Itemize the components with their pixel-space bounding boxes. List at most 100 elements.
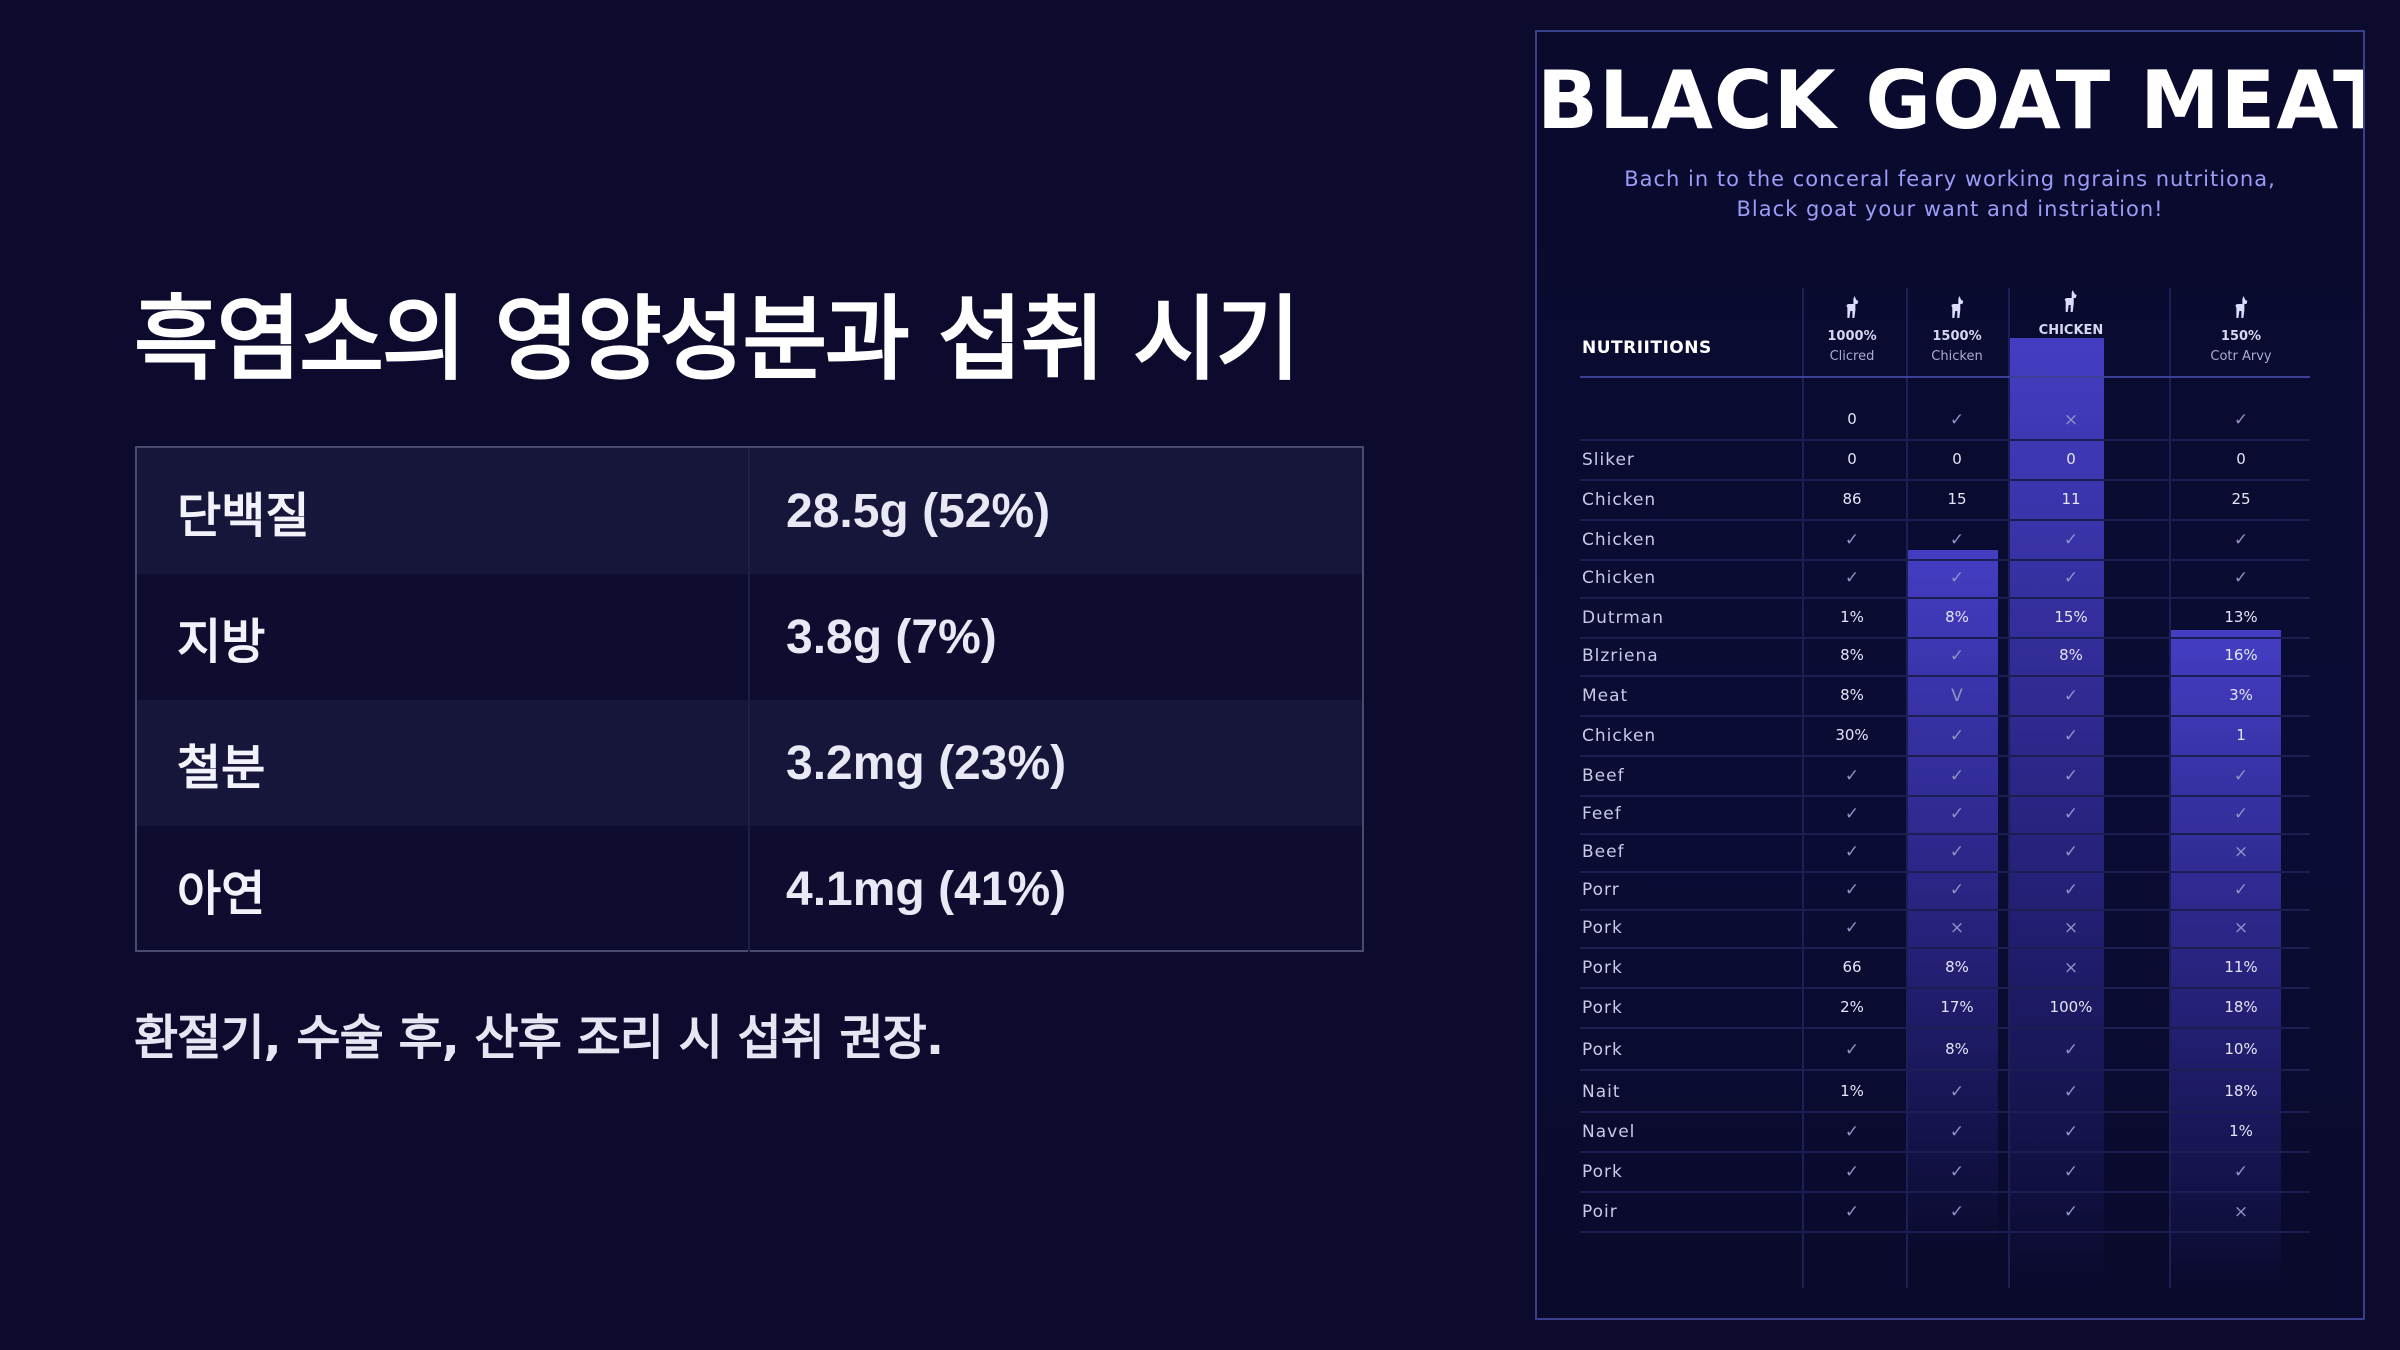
table-cell: × xyxy=(1949,918,1965,938)
column-header: 1000% Clicred xyxy=(1827,296,1877,367)
row-divider xyxy=(1580,833,2310,835)
table-cell: 25 xyxy=(2231,490,2251,508)
nutrient-value: 3.2mg (23%) xyxy=(786,736,1067,790)
nutrient-value: 4.1mg (41%) xyxy=(786,862,1067,916)
table-cell: ✓ xyxy=(2063,686,2079,706)
table-cell: 8% xyxy=(1945,608,1969,626)
table-cell: ✓ xyxy=(1949,530,1965,550)
table-cell: 11% xyxy=(2224,958,2258,976)
table-cell: 16% xyxy=(2224,646,2258,664)
column-header-top: 150% xyxy=(2220,329,2262,344)
table-cell: ✓ xyxy=(1949,568,1965,588)
table-cell: ✓ xyxy=(1844,1162,1860,1182)
column-header-top: CHICKEN xyxy=(2038,323,2104,338)
row-label: Chicken xyxy=(1582,490,1657,510)
table-cell: × xyxy=(2063,958,2079,978)
row-label: Chicken xyxy=(1582,568,1657,588)
table-cell: 100% xyxy=(2049,998,2093,1016)
table-cell: 0 xyxy=(1847,410,1857,428)
table-cell: ✓ xyxy=(1844,530,1860,550)
poster-title: BLACK GOAT MEAT xyxy=(1537,54,2365,147)
table-cell: × xyxy=(2233,842,2249,862)
nutrient-value: 28.5g (52%) xyxy=(786,484,1051,538)
column-divider xyxy=(1802,288,1804,1288)
table-cell: 17% xyxy=(1940,998,1974,1016)
row-label: Sliker xyxy=(1582,450,1635,470)
table-cell: 8% xyxy=(1945,958,1969,976)
row-divider xyxy=(1580,987,2310,989)
table-cell: 0 xyxy=(1952,450,1962,468)
intake-note: 환절기, 수술 후, 산후 조리 시 섭취 권장. xyxy=(134,1010,944,1066)
table-cell: ✓ xyxy=(2063,568,2079,588)
table-cell: ✓ xyxy=(2233,1162,2249,1182)
table-cell: V xyxy=(1951,686,1963,706)
row-divider xyxy=(1580,947,2310,949)
table-cell: ✓ xyxy=(1844,880,1860,900)
nutrition-table: 단백질 28.5g (52%) 지방 3.8g (7%) 철분 3.2mg (2… xyxy=(135,446,1364,952)
row-divider xyxy=(1580,479,2310,481)
table-row: 단백질 28.5g (52%) xyxy=(137,448,1362,574)
goat-icon xyxy=(1931,296,1982,325)
table-cell: ✓ xyxy=(2063,1162,2079,1182)
nutritions-header: NUTRIITIONS xyxy=(1582,338,1712,358)
highlight-column-bar xyxy=(2008,338,2104,1288)
table-cell: 10% xyxy=(2224,1040,2258,1058)
row-divider xyxy=(1580,1111,2310,1113)
table-cell: ✓ xyxy=(2063,1122,2079,1142)
table-row: 아연 4.1mg (41%) xyxy=(137,826,1362,952)
table-cell: 15% xyxy=(2054,608,2088,626)
table-cell: ✓ xyxy=(1949,766,1965,786)
table-cell: 86 xyxy=(1842,490,1862,508)
row-label: Pork xyxy=(1582,1162,1623,1182)
table-cell: × xyxy=(2063,410,2079,430)
table-cell: ✓ xyxy=(1844,842,1860,862)
table-cell: ✓ xyxy=(1844,568,1860,588)
row-label: Pork xyxy=(1582,918,1623,938)
table-cell: ✓ xyxy=(2063,880,2079,900)
row-label: Poir xyxy=(1582,1202,1618,1222)
table-cell: ✓ xyxy=(2233,766,2249,786)
poster-subtitle-line: Black goat your want and instriation! xyxy=(1736,197,2164,221)
row-divider xyxy=(1580,439,2310,441)
table-cell: ✓ xyxy=(2063,766,2079,786)
column-header: CHICKEN xyxy=(2038,290,2104,341)
row-label: Feef xyxy=(1582,804,1622,824)
table-cell: ✓ xyxy=(2063,842,2079,862)
table-row: 철분 3.2mg (23%) xyxy=(137,700,1362,826)
poster-subtitle: Bach in to the conceral feary working ng… xyxy=(1537,164,2363,224)
table-cell: × xyxy=(2233,1202,2249,1222)
table-cell: 13% xyxy=(2224,608,2258,626)
table-cell: ✓ xyxy=(1844,918,1860,938)
table-cell: 0 xyxy=(1847,450,1857,468)
row-divider xyxy=(1580,1231,2310,1233)
table-cell: 8% xyxy=(1945,1040,1969,1058)
table-cell: ✓ xyxy=(1949,842,1965,862)
row-divider xyxy=(1580,1151,2310,1153)
table-cell: ✓ xyxy=(1844,1122,1860,1142)
table-cell: ✓ xyxy=(1949,1122,1965,1142)
table-cell: ✓ xyxy=(2233,530,2249,550)
nutrient-name: 아연 xyxy=(137,826,750,952)
table-cell: ✓ xyxy=(1949,726,1965,746)
column-divider xyxy=(2169,288,2171,1288)
column-header: 1500% Chicken xyxy=(1931,296,1983,367)
column-header-top: 1500% xyxy=(1932,329,1982,344)
highlight-column-bar xyxy=(2169,630,2281,1290)
row-divider xyxy=(1580,597,2310,599)
table-cell: ✓ xyxy=(2233,410,2249,430)
row-divider xyxy=(1580,909,2310,911)
table-cell: ✓ xyxy=(1949,646,1965,666)
column-header-bottom: Cotr Arvy xyxy=(2210,349,2272,364)
goat-icon xyxy=(2039,290,2104,319)
row-label: Pork xyxy=(1582,998,1623,1018)
table-cell: 0 xyxy=(2066,450,2076,468)
table-cell: 0 xyxy=(2236,450,2246,468)
table-cell: 18% xyxy=(2224,1082,2258,1100)
column-header-top: 1000% xyxy=(1827,329,1877,344)
table-cell: ✓ xyxy=(2063,1040,2079,1060)
row-label: Meat xyxy=(1582,686,1629,706)
row-divider xyxy=(1580,675,2310,677)
table-row: 지방 3.8g (7%) xyxy=(137,574,1362,700)
table-cell: ✓ xyxy=(2063,530,2079,550)
table-cell: ✓ xyxy=(2233,880,2249,900)
